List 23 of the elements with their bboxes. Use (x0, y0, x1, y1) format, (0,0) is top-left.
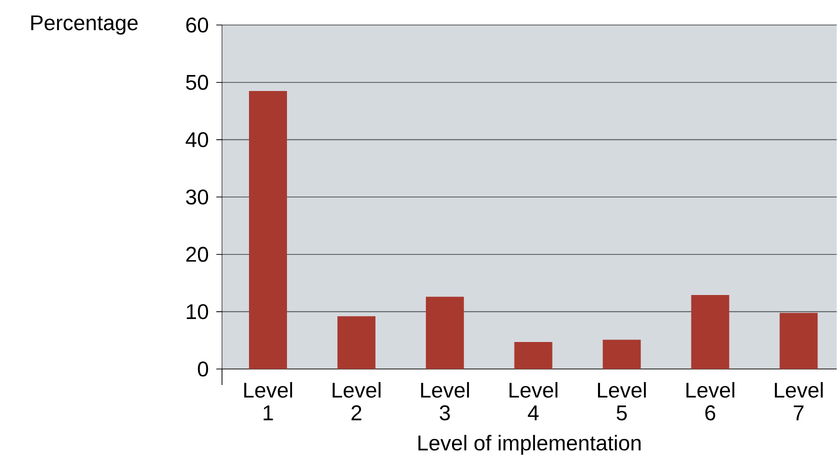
x-tick-label: Level 4 (510, 382, 558, 420)
bar (337, 316, 376, 369)
bar (602, 340, 641, 369)
x-tick-label: Level 7 (774, 382, 823, 420)
y-tick-label: 60 (186, 17, 208, 33)
bar (514, 342, 552, 369)
y-tick-label: 30 (186, 189, 208, 205)
y-tick-label: 0 (198, 361, 208, 377)
y-tick-label: 50 (186, 74, 208, 90)
bar (780, 312, 818, 369)
bar (249, 90, 287, 369)
bar (691, 295, 730, 369)
y-tick-label: 20 (186, 246, 208, 262)
x-tick-label: Level 6 (686, 382, 734, 420)
x-axis-title: Level of implementation (418, 434, 641, 455)
bar (426, 296, 464, 369)
x-tick-label: Level 1 (244, 382, 292, 420)
y-axis-title: Percentage (31, 15, 138, 35)
x-tick-label: Level 3 (421, 382, 469, 420)
x-tick-label: Level 2 (332, 382, 380, 420)
y-tick-label: 10 (186, 304, 208, 320)
x-tick-label: Level 5 (598, 382, 646, 420)
y-tick-label: 40 (186, 132, 208, 148)
